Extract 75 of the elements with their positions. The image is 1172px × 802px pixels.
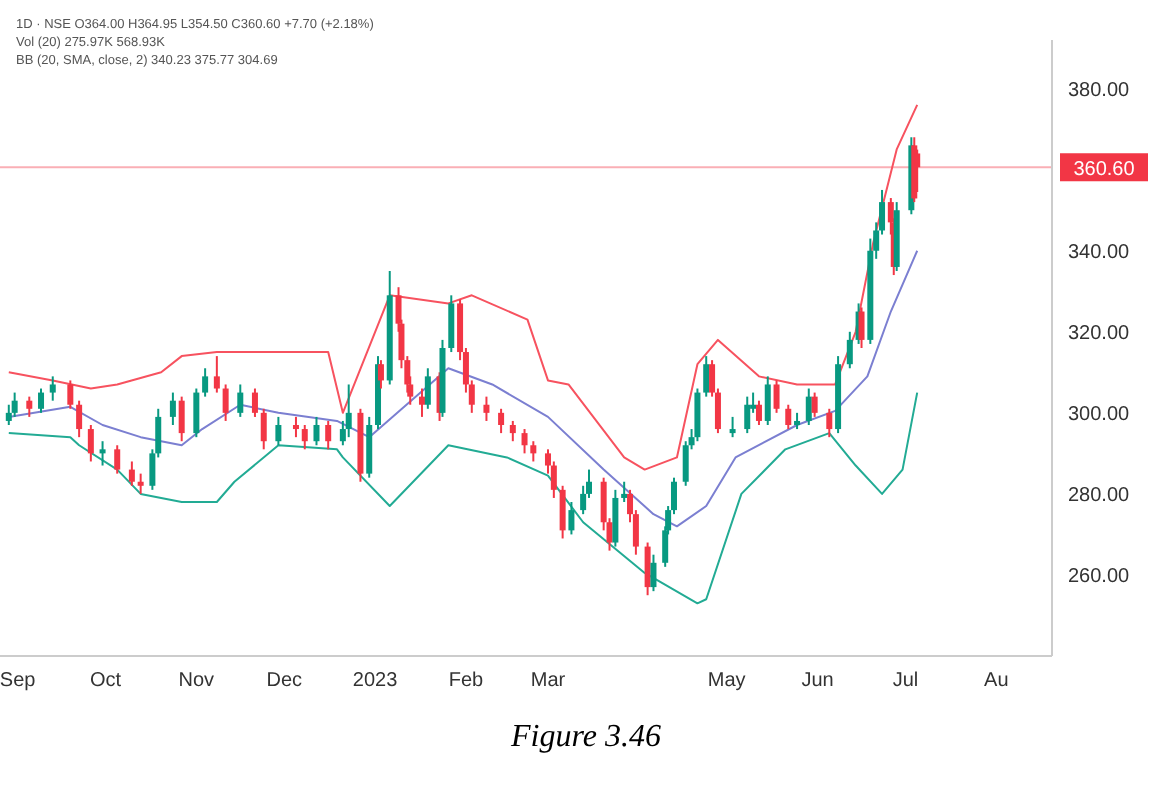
x-tick-label: Au (984, 670, 1009, 693)
candlestick (76, 399, 83, 439)
candlestick (805, 387, 812, 426)
candlestick (169, 391, 176, 426)
y-tick-label: 260.00 (1068, 566, 1131, 589)
candlestick (26, 395, 33, 418)
candlestick (222, 383, 229, 422)
candlestick (114, 444, 121, 475)
candlestick (193, 387, 200, 439)
candlestick (483, 395, 490, 422)
candlestick (99, 440, 106, 467)
candlestick (764, 375, 771, 426)
x-tick-label: Feb (448, 670, 485, 693)
candlestick (67, 379, 74, 410)
candlestick (87, 424, 94, 463)
candlestick (251, 387, 258, 418)
candlestick (418, 387, 425, 418)
candlestick (785, 403, 792, 431)
x-tick-label: Jul (892, 670, 919, 693)
candlestick (11, 391, 18, 418)
candlestick (260, 407, 267, 451)
x-tick-label: May (707, 670, 746, 693)
candlestick (49, 375, 56, 402)
candlestick (202, 367, 209, 398)
x-tick-label: Sep (0, 670, 37, 693)
candlestick (345, 383, 352, 439)
candlestick (424, 367, 431, 410)
candlestick (325, 419, 332, 451)
candlestick (650, 553, 657, 593)
candlestick (237, 383, 244, 418)
x-tick-label: Nov (178, 670, 215, 693)
y-tick-label: 320.00 (1068, 322, 1131, 345)
y-tick-label: 340.00 (1068, 241, 1131, 264)
candlestick (773, 379, 780, 414)
ref-line-label: 360.60 (1073, 159, 1136, 182)
line-series (7, 103, 919, 471)
candlestick (137, 472, 144, 495)
x-tick-label: 2023 (352, 670, 399, 693)
candlestick (694, 387, 701, 443)
candlestick (313, 415, 320, 447)
candlestick (621, 480, 628, 503)
candlestick (448, 294, 455, 354)
candlestick (128, 460, 135, 487)
x-tick-label: Oct (89, 670, 122, 693)
candlestick (521, 428, 528, 455)
y-tick-label: 300.00 (1068, 403, 1131, 426)
candlestick (703, 355, 710, 398)
candlestick (744, 395, 751, 435)
caption: Figure 3.46 (509, 720, 663, 756)
candlestick (729, 415, 736, 439)
candlestick (826, 407, 833, 439)
candlestick (914, 148, 921, 193)
candlestick (846, 330, 853, 370)
candlestick (755, 399, 762, 426)
line-series (7, 391, 919, 605)
candlestick (275, 415, 282, 447)
candlestick (178, 395, 185, 443)
candlestick (559, 484, 566, 540)
candlestick (498, 407, 505, 435)
x-tick-label: Dec (266, 670, 303, 693)
candlestick (509, 419, 516, 443)
candlestick (811, 391, 818, 418)
candlestick (858, 306, 865, 349)
candlestick (530, 440, 537, 463)
candlestick (301, 424, 308, 451)
candlestick (612, 488, 619, 548)
candlestick (568, 501, 575, 536)
x-tick-label: Jun (801, 670, 834, 693)
candlestick (38, 387, 45, 414)
x-tick-label: Mar (530, 670, 567, 693)
y-tick-label: 380.00 (1068, 79, 1131, 102)
line-series (7, 249, 919, 528)
candlestick (213, 355, 220, 394)
y-tick-label: 280.00 (1068, 484, 1131, 507)
candlestick (292, 415, 299, 439)
